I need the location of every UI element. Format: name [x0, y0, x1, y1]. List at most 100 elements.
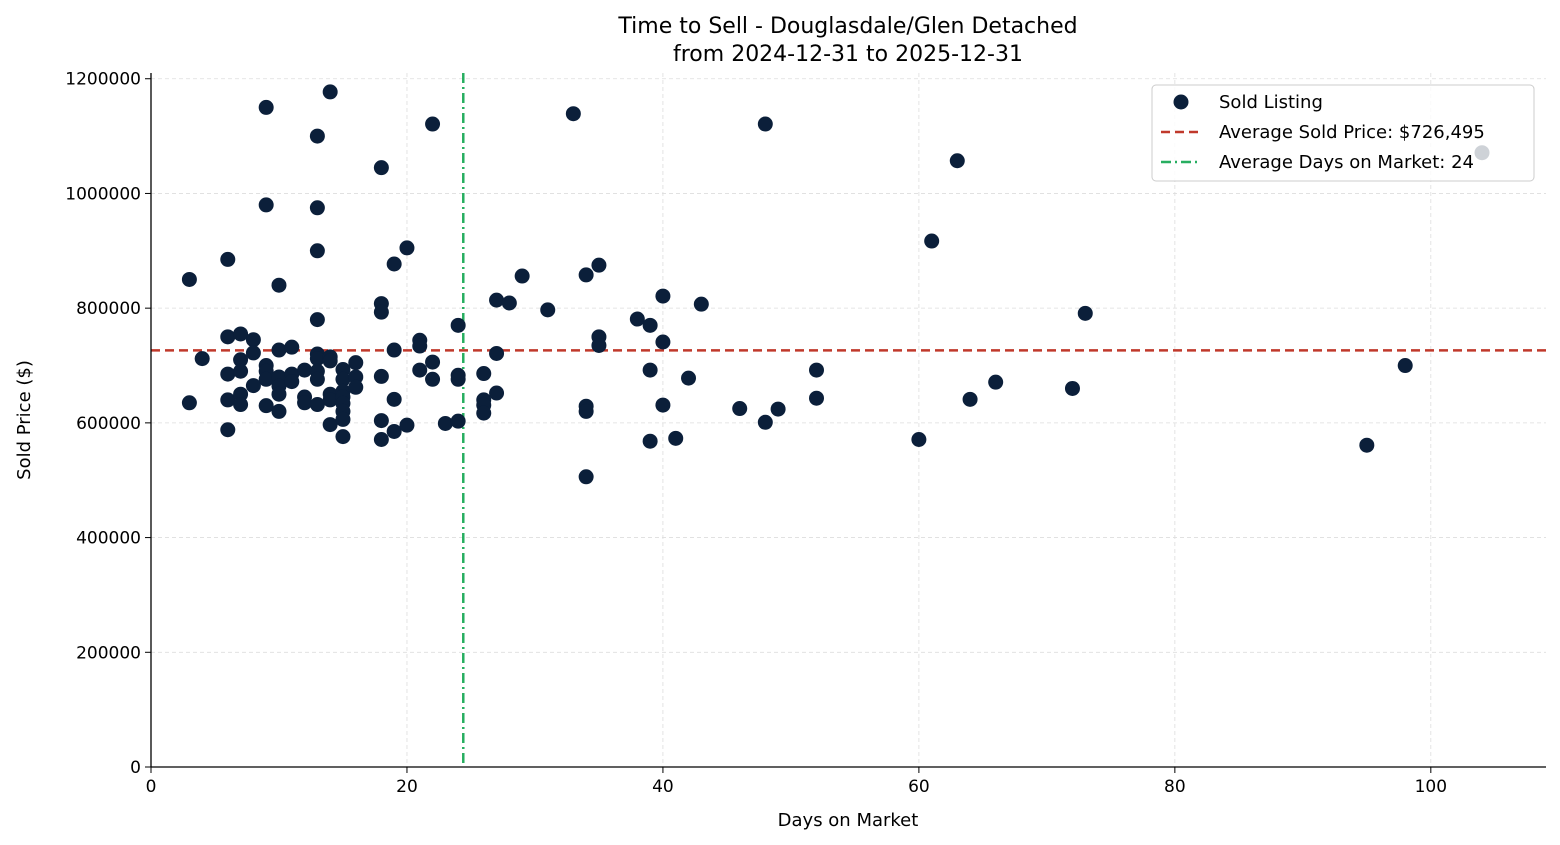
data-point — [399, 417, 415, 433]
data-point — [668, 430, 684, 446]
data-point — [373, 413, 389, 429]
data-point — [911, 432, 927, 448]
data-point — [322, 84, 338, 100]
data-point — [591, 337, 607, 353]
data-point — [245, 345, 261, 361]
data-point — [655, 288, 671, 304]
data-point — [220, 422, 236, 438]
data-point — [642, 362, 658, 378]
data-point — [578, 267, 594, 283]
y-tick-label: 800000 — [76, 299, 141, 319]
data-point — [309, 351, 325, 367]
data-point — [924, 233, 940, 249]
data-point — [412, 362, 428, 378]
legend-marker-points — [1173, 94, 1189, 110]
y-tick-label: 600000 — [76, 414, 141, 434]
data-point — [757, 116, 773, 132]
legend: Sold Listing Average Sold Price: $726,49… — [1151, 84, 1535, 182]
data-point — [233, 326, 249, 342]
data-point — [258, 371, 274, 387]
data-point — [655, 397, 671, 413]
data-point — [1077, 305, 1093, 321]
data-point — [489, 385, 505, 401]
data-point — [809, 390, 825, 406]
data-point — [233, 386, 249, 402]
data-point — [322, 353, 338, 369]
data-point — [489, 345, 505, 361]
x-tick-label: 20 — [396, 777, 418, 797]
data-point — [450, 413, 466, 429]
data-point — [540, 302, 556, 318]
data-point — [386, 256, 402, 272]
data-point — [220, 329, 236, 345]
data-point — [949, 153, 965, 169]
data-point — [258, 99, 274, 115]
data-point — [681, 370, 697, 386]
y-tick-label: 0 — [130, 758, 141, 778]
data-point — [1064, 380, 1080, 396]
data-point — [476, 405, 492, 421]
data-point — [386, 342, 402, 358]
data-point — [348, 379, 364, 395]
data-point — [258, 398, 274, 414]
data-point — [309, 371, 325, 387]
data-point — [284, 339, 300, 355]
data-point — [373, 160, 389, 176]
data-point — [386, 423, 402, 439]
data-point — [271, 403, 287, 419]
data-point — [181, 271, 197, 287]
data-point — [757, 414, 773, 430]
data-point — [809, 362, 825, 378]
y-tick-label: 1200000 — [65, 70, 141, 90]
data-point — [220, 366, 236, 382]
data-point — [565, 106, 581, 122]
data-point — [1359, 437, 1375, 453]
data-point — [425, 116, 441, 132]
data-point — [373, 432, 389, 448]
data-point — [450, 317, 466, 333]
data-point — [655, 334, 671, 350]
data-point — [770, 401, 786, 417]
y-tick-label: 1000000 — [65, 184, 141, 204]
data-point — [271, 277, 287, 293]
x-tick-label: 40 — [652, 777, 674, 797]
data-point — [194, 351, 210, 367]
data-point — [425, 371, 441, 387]
y-axis-label: Sold Price ($) — [14, 360, 35, 480]
data-point — [220, 392, 236, 408]
data-point — [309, 200, 325, 216]
chart-subtitle: from 2024-12-31 to 2025-12-31 — [673, 42, 1023, 67]
data-point — [245, 332, 261, 348]
data-point — [258, 197, 274, 213]
data-point — [271, 342, 287, 358]
y-tick-label: 200000 — [76, 643, 141, 663]
data-point — [271, 386, 287, 402]
data-point — [437, 415, 453, 431]
data-point — [297, 395, 313, 411]
x-axis-label: Days on Market — [778, 810, 919, 831]
data-point — [386, 391, 402, 407]
data-point — [233, 352, 249, 368]
data-point — [578, 403, 594, 419]
legend-entry-points: Sold Listing — [1219, 92, 1323, 113]
data-point — [578, 469, 594, 485]
data-point — [233, 363, 249, 379]
data-point — [373, 304, 389, 320]
chart-title: Time to Sell - Douglasdale/Glen Detached — [617, 14, 1077, 39]
y-tick-label: 400000 — [76, 529, 141, 549]
data-point — [988, 374, 1004, 390]
x-tick-label: 60 — [908, 777, 930, 797]
data-point — [962, 391, 978, 407]
data-point — [514, 268, 530, 284]
data-point — [335, 429, 351, 445]
data-point — [450, 371, 466, 387]
x-tick-label: 0 — [146, 777, 157, 797]
data-point — [335, 411, 351, 427]
data-point — [1397, 358, 1413, 374]
data-point — [220, 251, 236, 267]
data-point — [591, 257, 607, 273]
data-point — [245, 378, 261, 394]
x-tick-label: 80 — [1164, 777, 1186, 797]
data-point — [373, 368, 389, 384]
